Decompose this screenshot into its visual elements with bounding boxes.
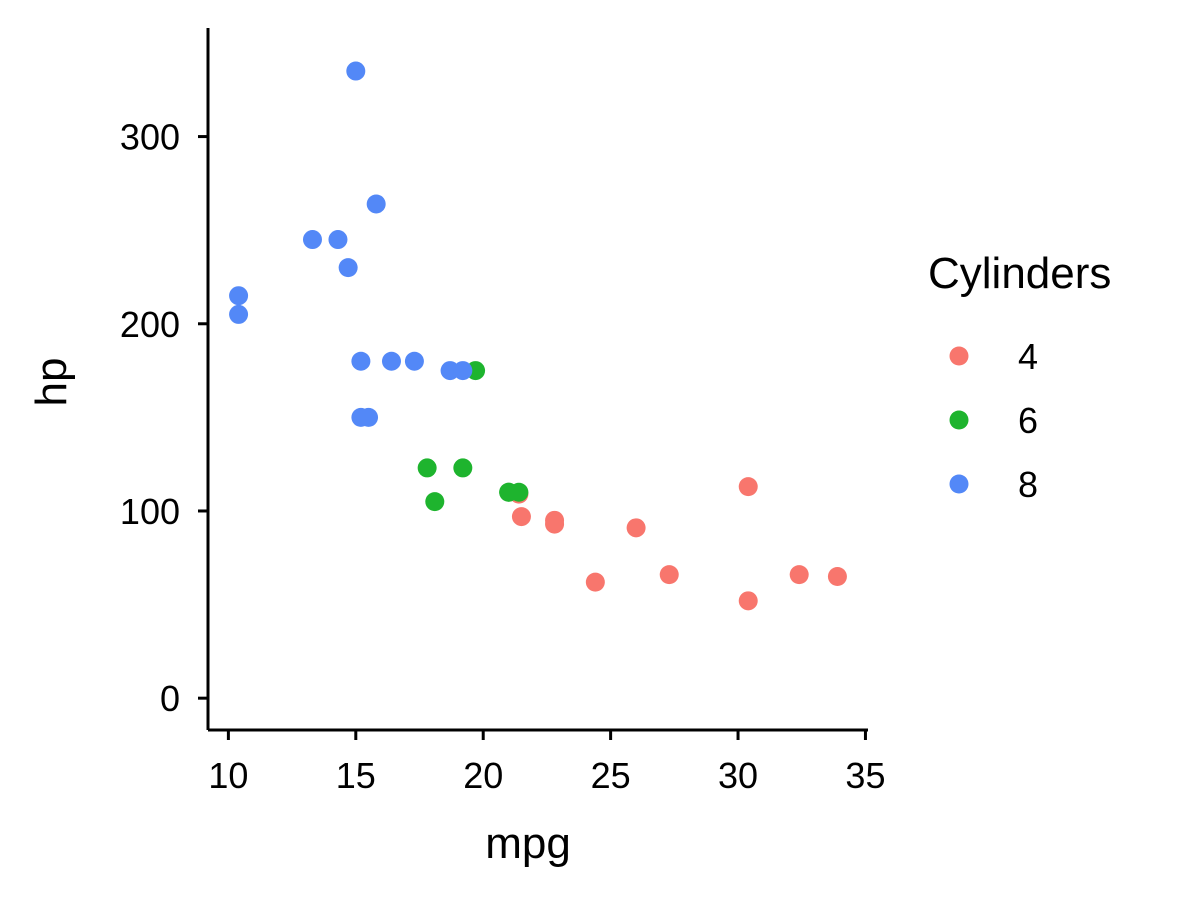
legend-key-6 <box>949 410 969 430</box>
point-cyl-8 <box>328 230 348 250</box>
legend-items: 4 6 8 <box>949 336 1038 505</box>
y-axis-title: hp <box>27 358 76 407</box>
legend-label-8: 8 <box>1018 464 1038 505</box>
point-cyl-8 <box>229 304 249 324</box>
point-cyl-8 <box>351 351 371 371</box>
point-cyl-4 <box>585 572 605 592</box>
legend-label-4: 4 <box>1018 336 1038 377</box>
y-axis-ticks: 0 100 200 300 <box>120 117 208 719</box>
point-cyl-8 <box>302 230 322 250</box>
x-tick-label: 10 <box>208 755 248 796</box>
point-cyl-8 <box>346 61 366 81</box>
legend: Cylinders 4 6 8 <box>928 249 1111 505</box>
point-cyl-4 <box>511 507 531 527</box>
y-tick-label: 300 <box>120 117 180 158</box>
point-cyl-8 <box>351 407 371 427</box>
point-cyl-4 <box>626 518 646 538</box>
point-cyl-6 <box>417 458 437 478</box>
point-cyl-4 <box>738 591 758 611</box>
x-tick-label: 30 <box>718 755 758 796</box>
legend-key-8 <box>949 474 969 494</box>
point-cyl-8 <box>366 194 386 214</box>
point-cyl-4 <box>545 510 565 530</box>
x-tick-label: 35 <box>845 755 885 796</box>
legend-label-6: 6 <box>1018 400 1038 441</box>
legend-title: Cylinders <box>928 249 1111 298</box>
plot-marks <box>229 61 847 611</box>
x-axis-title: mpg <box>485 819 571 868</box>
y-tick-label: 200 <box>120 304 180 345</box>
point-cyl-8 <box>338 258 358 278</box>
point-cyl-8 <box>229 286 249 306</box>
point-cyl-8 <box>381 351 401 371</box>
point-cyl-6 <box>509 482 529 502</box>
x-tick-label: 25 <box>591 755 631 796</box>
point-cyl-8 <box>404 351 424 371</box>
x-tick-label: 20 <box>463 755 503 796</box>
point-cyl-4 <box>789 565 809 585</box>
point-cyl-6 <box>425 492 445 512</box>
x-axis-ticks: 10 15 20 25 30 35 <box>208 730 885 796</box>
point-cyl-8 <box>453 361 473 381</box>
point-cyl-4 <box>738 477 758 497</box>
y-tick-label: 0 <box>160 678 180 719</box>
x-tick-label: 15 <box>336 755 376 796</box>
legend-key-4 <box>949 346 969 366</box>
y-tick-label: 100 <box>120 491 180 532</box>
point-cyl-6 <box>453 458 473 478</box>
point-cyl-4 <box>827 566 847 586</box>
point-cyl-4 <box>659 565 679 585</box>
